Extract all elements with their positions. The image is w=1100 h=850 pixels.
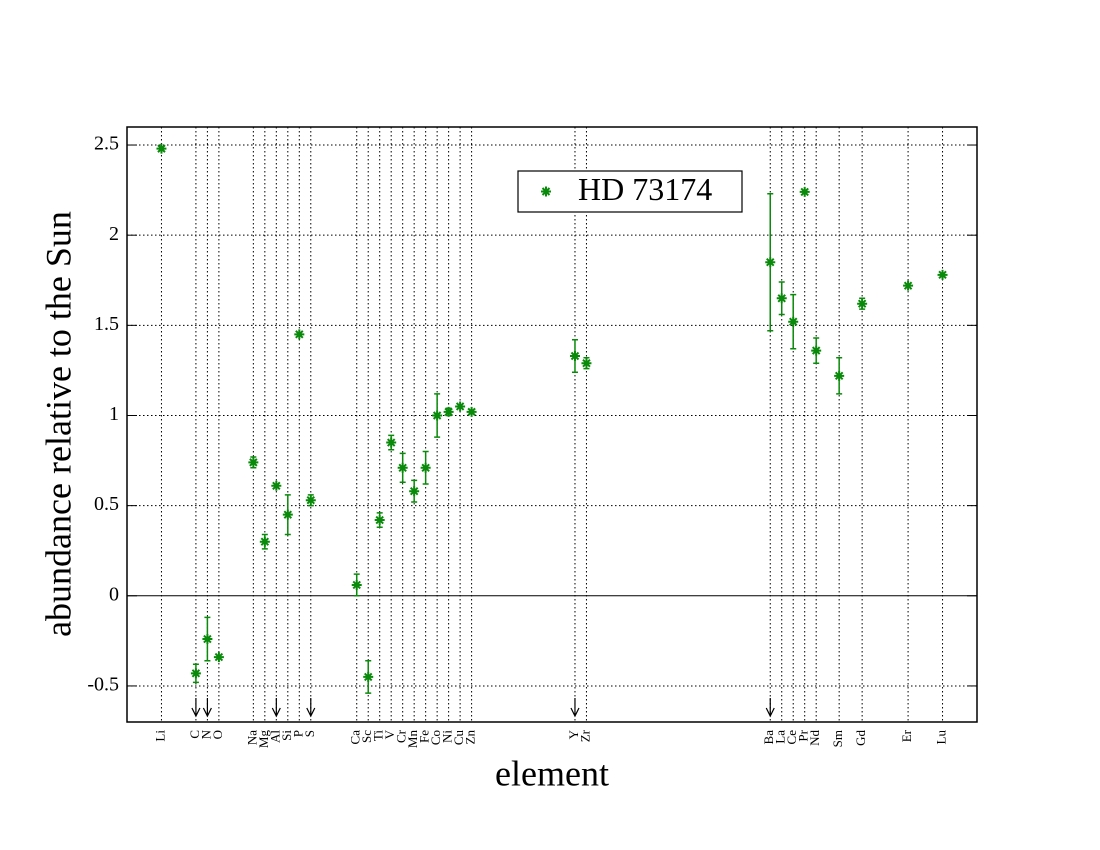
arrow: [202, 698, 212, 718]
arrow: [765, 698, 775, 718]
point: [271, 480, 282, 491]
y-tick-label: -0.5: [87, 674, 119, 696]
x-tick-label: P: [290, 730, 305, 737]
point: [443, 406, 454, 417]
legend-marker: [541, 186, 551, 197]
point: [581, 358, 592, 369]
point: [305, 495, 316, 506]
point: [282, 509, 293, 520]
x-tick-label: Pr: [796, 729, 811, 741]
point: [259, 536, 270, 547]
point: [569, 350, 580, 361]
x-tick-label: C: [187, 730, 202, 739]
point: [248, 457, 259, 468]
point: [811, 345, 822, 356]
point: [202, 634, 213, 645]
y-tick-label: 2.5: [94, 133, 119, 155]
y-tick-label: 1.5: [94, 313, 119, 335]
x-tick-label: Er: [899, 729, 914, 742]
x-axis-label: element: [495, 753, 609, 793]
point: [903, 280, 914, 291]
legend-box: [517, 170, 743, 213]
x-tick-label: Li: [152, 730, 167, 742]
point: [834, 370, 845, 381]
point: [374, 515, 385, 526]
x-tick-label: S: [302, 730, 317, 737]
x-tick-label: Zn: [463, 730, 478, 745]
point: [156, 143, 167, 154]
x-tick-label: Al: [267, 730, 282, 743]
x-tick-label: Mg: [256, 730, 271, 749]
x-tick-label: Sm: [830, 730, 845, 747]
point: [857, 298, 868, 309]
point: [455, 401, 466, 412]
y-axis-label: abundance relative to the Sun: [38, 211, 78, 637]
point: [386, 437, 397, 448]
x-tick-label: Gd: [853, 730, 868, 746]
point: [397, 462, 408, 473]
point: [799, 186, 810, 197]
point: [466, 406, 477, 417]
x-tick-label: Ce: [784, 730, 799, 745]
x-tick-label: Cu: [451, 730, 466, 746]
point: [351, 579, 362, 590]
x-tick-label: Fe: [417, 730, 432, 743]
x-tick-label: N: [198, 729, 213, 739]
x-tick-label: Nd: [807, 730, 822, 746]
point: [294, 329, 305, 340]
arrow: [306, 698, 316, 718]
x-tick-label: Co: [428, 730, 443, 745]
x-tick-label: La: [773, 730, 788, 744]
x-tick-label: Ca: [348, 730, 363, 745]
y-tick-label: 1: [109, 403, 119, 425]
point: [420, 462, 431, 473]
arrow: [570, 698, 580, 718]
x-tick-label: Lu: [934, 730, 949, 745]
arrow: [191, 698, 201, 718]
x-tick-label: Na: [244, 730, 259, 745]
x-tick-label: Ti: [371, 730, 386, 741]
plot-frame: [126, 126, 978, 723]
x-tick-label: Zr: [577, 729, 592, 742]
x-tick-label: Y: [566, 729, 581, 739]
point: [776, 293, 787, 304]
point: [432, 410, 443, 421]
point: [409, 486, 420, 497]
x-tick-label: Mn: [405, 730, 420, 749]
y-tick-label: 0.5: [94, 493, 119, 515]
x-tick-label: Sc: [359, 730, 374, 743]
y-tick-label: 0: [109, 583, 119, 605]
point: [363, 671, 374, 682]
y-tick-label: 2: [109, 223, 119, 245]
x-tick-label: V: [382, 729, 397, 739]
point: [788, 316, 799, 327]
x-tick-label: Ba: [761, 730, 776, 745]
x-tick-label: Ni: [440, 730, 455, 743]
x-tick-label: O: [210, 730, 225, 739]
point: [190, 668, 201, 679]
x-tick-label: Cr: [394, 729, 409, 743]
point: [765, 257, 776, 268]
x-tick-label: Si: [279, 730, 294, 741]
legend-label: HD 73174: [578, 171, 712, 207]
point: [937, 269, 948, 280]
arrow: [271, 698, 281, 718]
point: [213, 652, 224, 663]
